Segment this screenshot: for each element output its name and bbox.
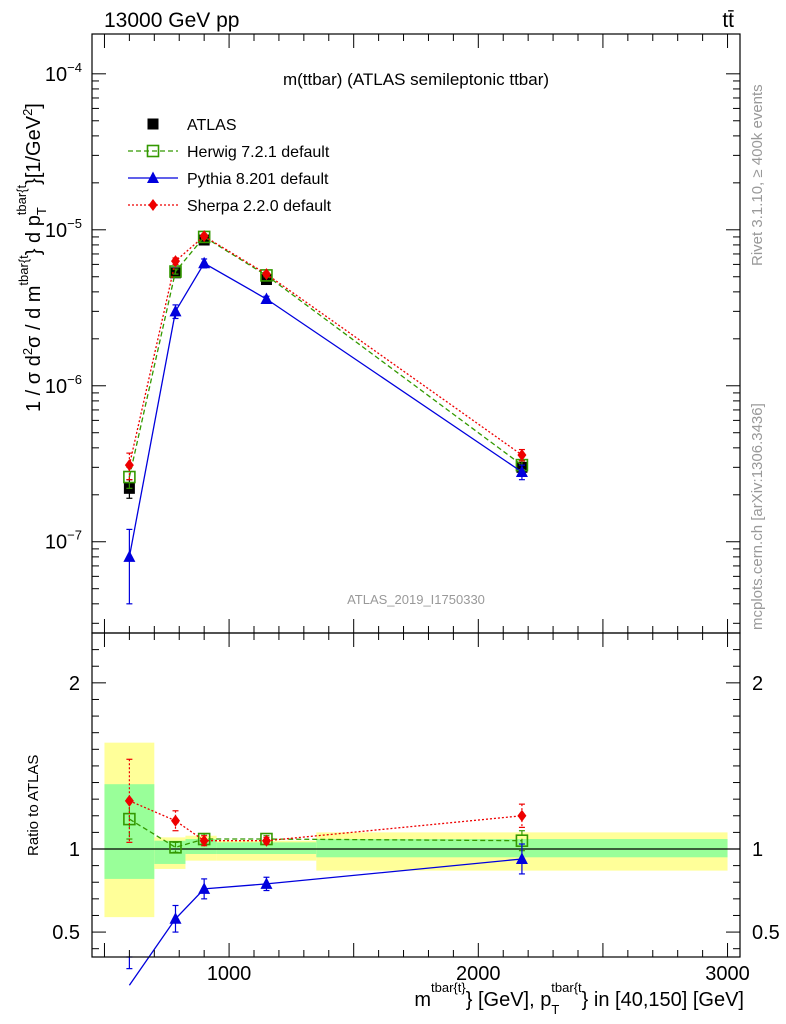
legend-sherpa-label: Sherpa 2.2.0 default xyxy=(187,198,332,215)
ratio-sherpa-point xyxy=(124,794,134,807)
main-data-layer xyxy=(123,230,529,605)
main-sherpa-point xyxy=(261,268,271,281)
ratio-bands xyxy=(92,742,740,918)
main-sherpa-point xyxy=(517,448,527,461)
legend-sherpa-marker xyxy=(148,199,158,211)
main-y-tick-label: 10−5 xyxy=(45,216,82,242)
main-pythia-point xyxy=(198,256,211,269)
ratio-sherpa-point xyxy=(261,834,271,847)
rivet-label: Rivet 3.1.10, ≥ 400k events xyxy=(749,84,766,266)
main-pythia-point xyxy=(169,304,182,317)
main-y-tick-label: 10−7 xyxy=(45,528,82,554)
ratio-y-tick-label-left: 2 xyxy=(69,673,80,695)
legend-atlas-marker xyxy=(147,118,159,130)
ratio-sherpa-point xyxy=(199,834,209,847)
ratio-pythia-point xyxy=(515,852,528,864)
ratio-y-tick-label-right: 0.5 xyxy=(752,922,780,944)
energy-label: 13000 GeV pp xyxy=(104,9,239,32)
ratio-y-tick-label-right: 1 xyxy=(752,839,763,861)
main-y-tick-label: 10−6 xyxy=(45,372,82,398)
main-pythia-point xyxy=(260,292,273,305)
ratio-green-band xyxy=(216,842,317,854)
ratio-y-tick-label-right: 2 xyxy=(752,673,763,695)
main-pythia-point xyxy=(123,550,136,562)
mcplots-label: mcplots.cern.ch [arXiv:1306.3436] xyxy=(749,403,766,630)
legend-herwig-label: Herwig 7.2.1 default xyxy=(187,144,330,161)
ratio-sherpa-point xyxy=(517,809,527,822)
main-y-axis: 10−7 10−6 10−5 10−4 xyxy=(45,60,740,624)
main-x-ticks xyxy=(103,34,729,633)
main-sherpa-line xyxy=(128,235,523,466)
main-y-tick-label: 10−4 xyxy=(45,60,82,86)
main-herwig-line xyxy=(128,236,523,478)
ratio-pythia-point xyxy=(169,912,182,924)
ratio-pythia-point xyxy=(260,877,273,889)
ratio-pythia-point xyxy=(198,882,211,894)
ratio-panel: 0.5 0.5 1 1 2 2 1000 2000 3000 Ratio to ATLAS m… xyxy=(25,632,780,1017)
main-sherpa-point xyxy=(199,230,209,243)
legend: ATLAS Herwig 7.2.1 default Pythia 8.201 de… xyxy=(128,117,332,215)
ratio-frame xyxy=(91,632,741,958)
main-panel: 10−7 10−6 10−5 10−4 m(ttbar) (ATLAS semilep… xyxy=(14,33,741,634)
main-sherpa-point xyxy=(124,459,134,472)
main-pythia-point xyxy=(515,465,528,478)
main-y-axis-label: 1 / σ d2σ / d mtbar{t} d pTtbar{t}[1/GeV… xyxy=(14,103,49,412)
ratio-x-tick-label: 3000 xyxy=(705,963,750,985)
ratio-x-axis: 1000 2000 3000 xyxy=(103,633,750,985)
main-pythia-line xyxy=(128,262,523,557)
legend-pythia-label: Pythia 8.201 default xyxy=(187,171,329,188)
legend-pythia-marker xyxy=(147,171,159,183)
ratio-herwig-point xyxy=(169,841,182,854)
ratio-sherpa-point xyxy=(170,814,180,827)
ratio-data-layer xyxy=(123,758,529,986)
main-herwig-point xyxy=(123,470,136,484)
main-sherpa-point xyxy=(170,255,180,268)
ratio-y-tick-label-left: 1 xyxy=(69,839,80,861)
process-label: tt̄ xyxy=(722,9,734,32)
main-title: m(ttbar) (ATLAS semileptonic ttbar) xyxy=(283,70,549,89)
ratio-x-tick-label: 1000 xyxy=(207,963,252,985)
x-axis-label: mtbar{t}} [GeV], pTtbar{t} in [40,150] [… xyxy=(414,980,744,1017)
ratio-y-axis: 0.5 0.5 1 1 2 2 xyxy=(52,649,780,950)
legend-herwig-marker xyxy=(146,144,160,158)
ratio-y-tick-label-left: 0.5 xyxy=(52,922,80,944)
ratio-y-axis-label: Ratio to ATLAS xyxy=(25,755,42,856)
watermark: ATLAS_2019_I1750330 xyxy=(347,592,485,607)
ratio-x-tick-label: 2000 xyxy=(456,963,501,985)
legend-atlas-label: ATLAS xyxy=(187,117,237,134)
